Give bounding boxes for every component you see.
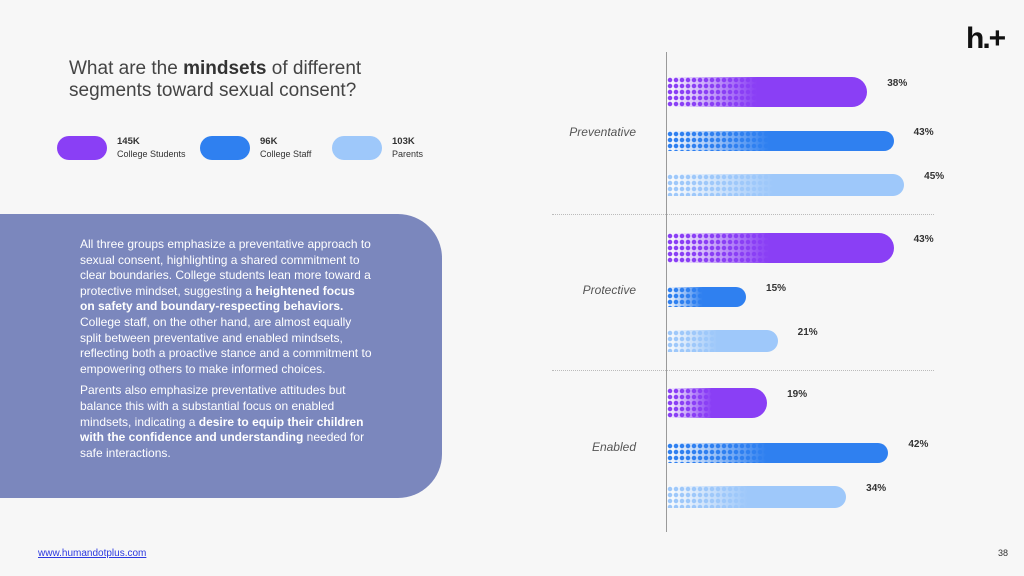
legend-count: 145K — [117, 136, 140, 147]
bar-parents — [667, 486, 847, 508]
legend-label: College Students — [117, 149, 186, 159]
legend-count: 103K — [392, 136, 415, 147]
bar-staff — [667, 287, 747, 307]
website-link[interactable]: www.humandotplus.com — [38, 548, 147, 559]
legend-swatch — [57, 136, 107, 160]
value-label: 45% — [924, 171, 945, 182]
summary-panel: All three groups emphasize a preventativ… — [0, 214, 442, 498]
legend-swatch — [200, 136, 250, 160]
bar-students — [667, 233, 894, 263]
category-label: Preventative — [569, 125, 636, 139]
category-label: Enabled — [591, 440, 636, 454]
bar-students — [667, 77, 868, 107]
page-number: 38 — [997, 548, 1008, 558]
summary-paragraph-1: All three groups emphasize a preventativ… — [80, 237, 372, 376]
legend-count: 96K — [260, 136, 278, 147]
legend-text: 145K College Students — [117, 136, 186, 160]
separator — [552, 370, 934, 371]
category-label: Protective — [582, 283, 636, 297]
page-title: What are the mindsets of different segme… — [69, 58, 362, 101]
bar-staff — [667, 131, 894, 151]
logo: h.+ — [966, 22, 1006, 55]
summary-paragraph-2: Parents also emphasize preventative atti… — [80, 383, 365, 460]
legend-text: 96K College Staff — [260, 136, 311, 160]
value-label: 43% — [913, 234, 934, 245]
value-label: 34% — [866, 483, 887, 494]
value-label: 19% — [787, 389, 808, 400]
y-axis-line — [666, 52, 667, 532]
value-label: 42% — [908, 439, 929, 450]
value-label: 38% — [887, 78, 908, 89]
legend-item-students: 145K College Students — [57, 136, 186, 160]
bar-staff — [667, 443, 889, 463]
bar-students — [667, 388, 768, 418]
legend-label: College Staff — [260, 149, 312, 159]
legend-item-parents: 103K Parents — [332, 136, 423, 160]
bar-parents — [667, 174, 905, 196]
separator — [552, 214, 934, 215]
value-label: 43% — [913, 127, 934, 138]
legend-label: Parents — [392, 149, 424, 159]
value-label: 15% — [766, 283, 787, 294]
legend-swatch — [332, 136, 382, 160]
bar-parents — [667, 330, 778, 352]
legend-item-staff: 96K College Staff — [200, 136, 311, 160]
legend-text: 103K Parents — [392, 136, 423, 160]
value-label: 21% — [797, 327, 818, 338]
